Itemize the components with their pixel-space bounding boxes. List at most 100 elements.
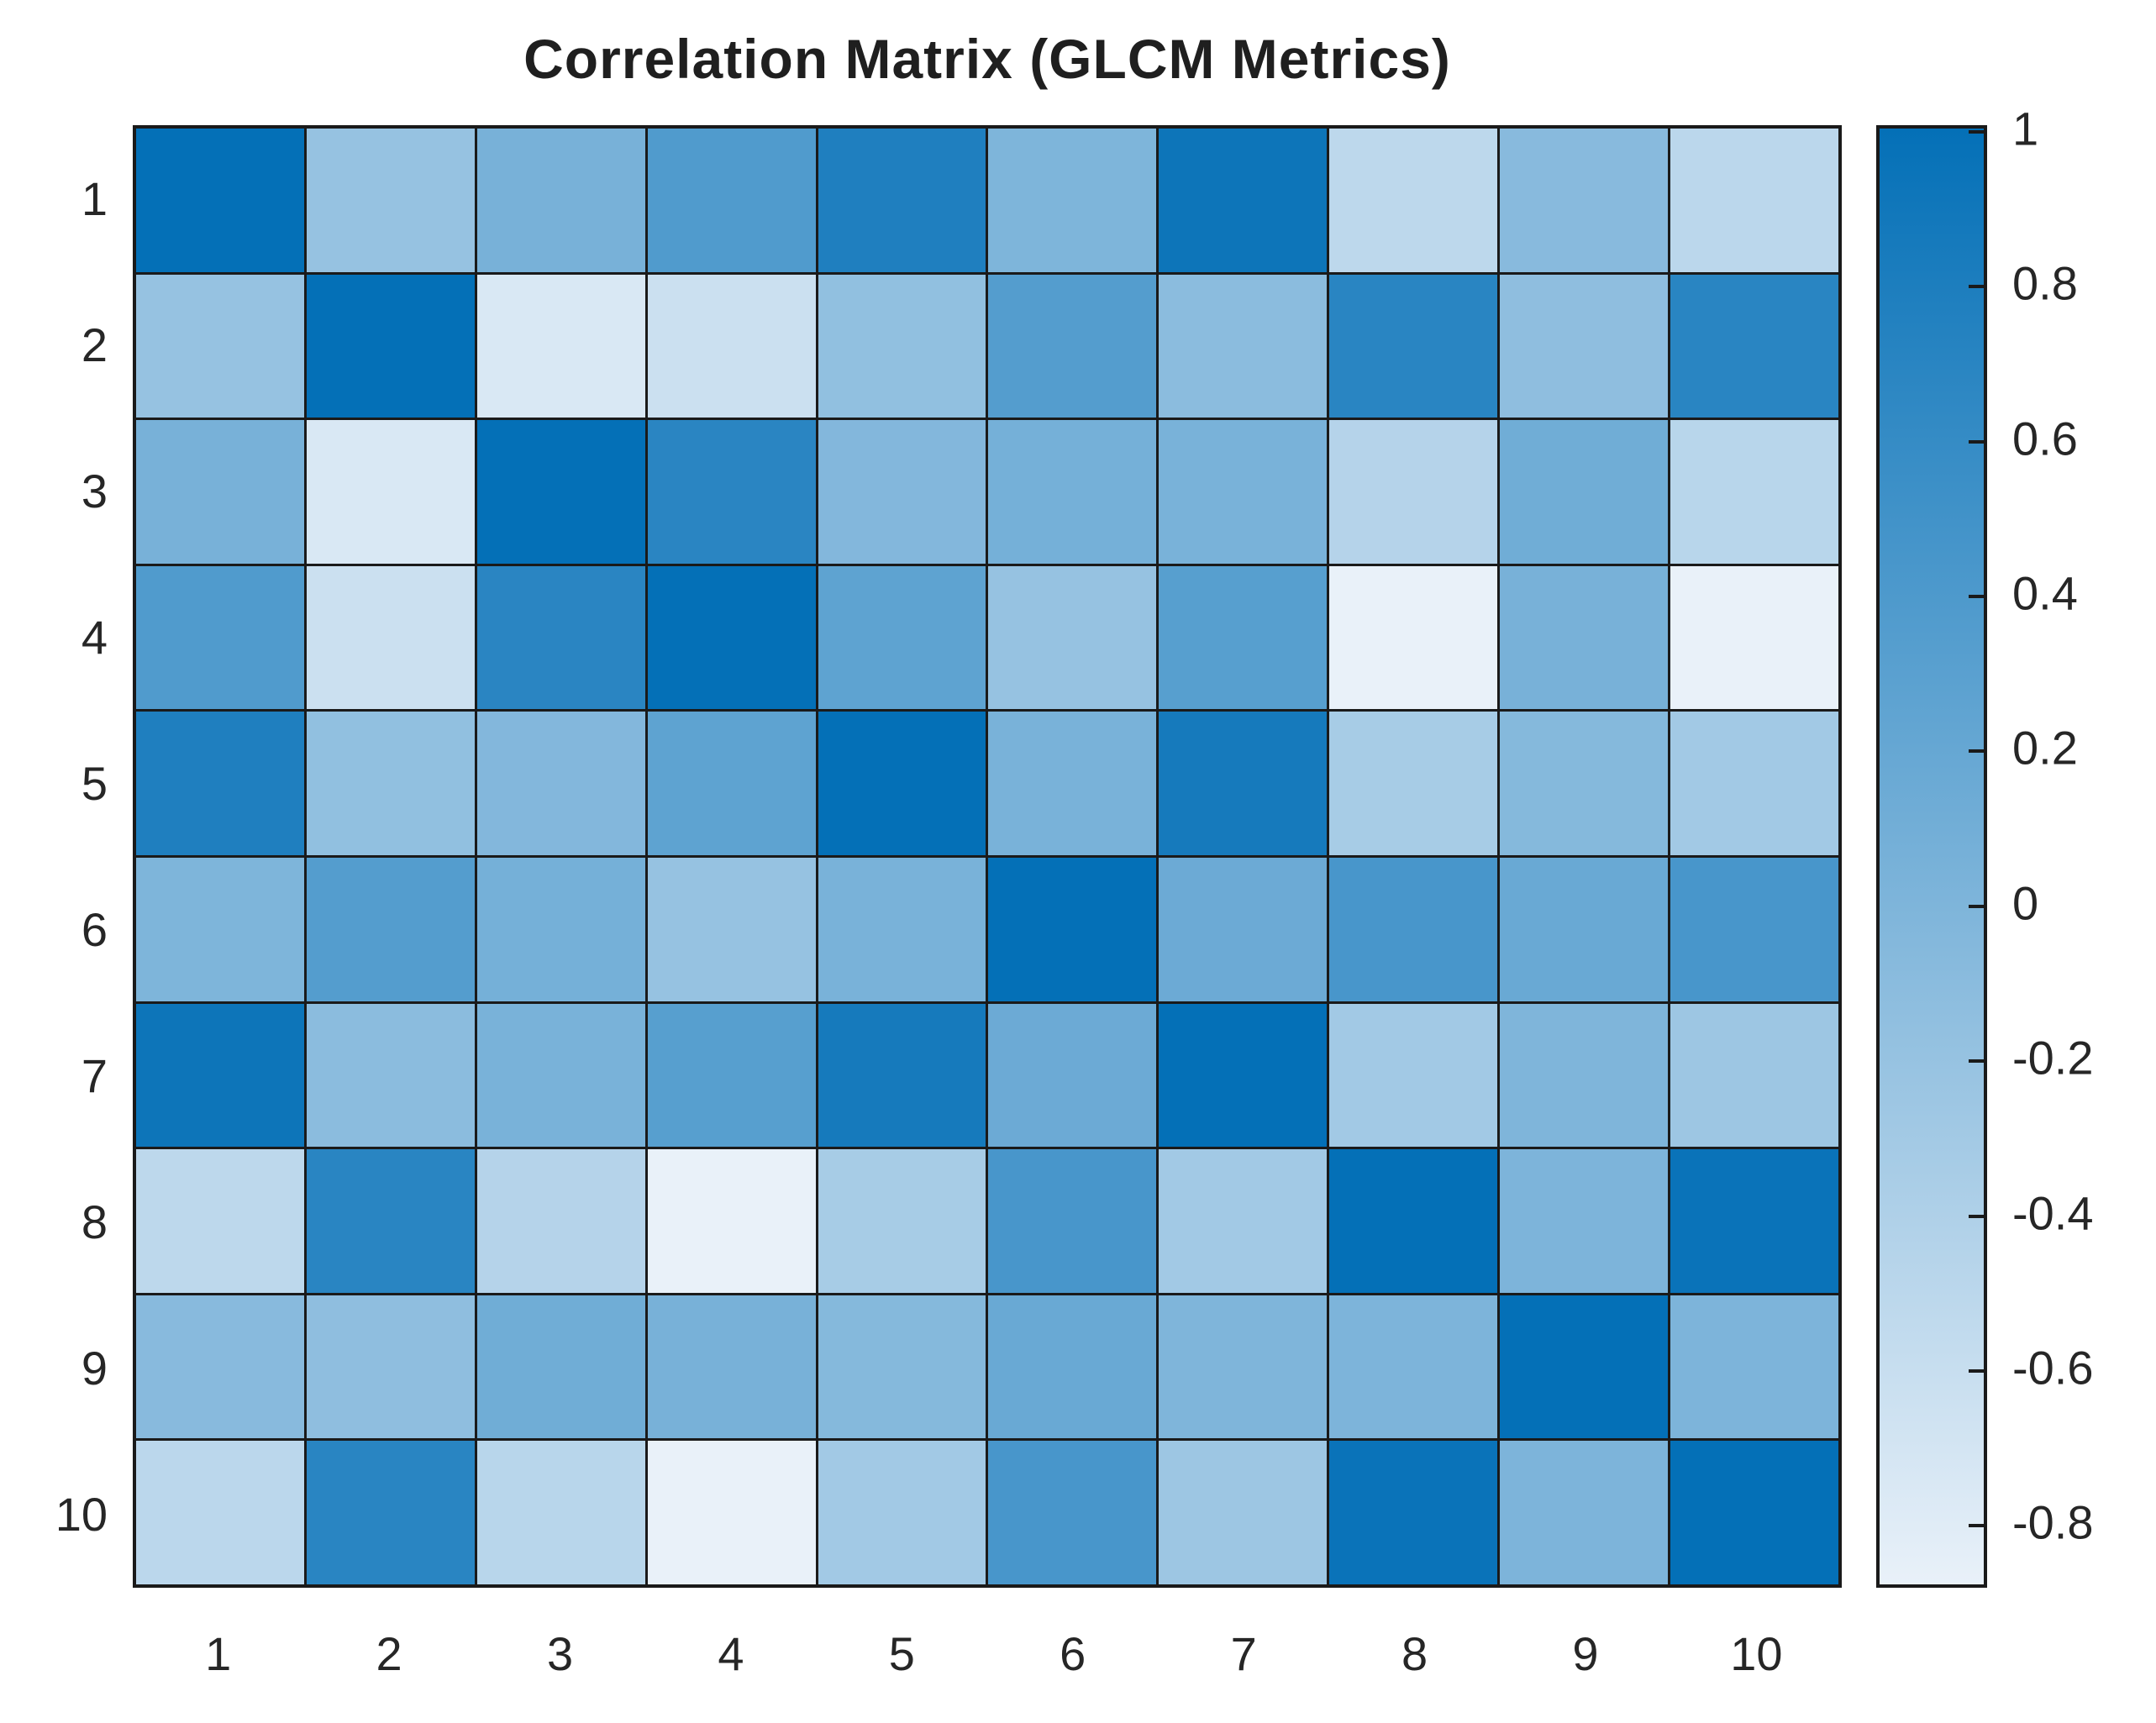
heatmap-grid (133, 125, 1842, 1588)
heatmap-cell (476, 1295, 645, 1439)
heatmap-cell (1670, 274, 1838, 418)
heatmap-cell (136, 1003, 304, 1148)
colorbar-tick-label: -0.8 (2012, 1495, 2094, 1549)
chart-title: Correlation Matrix (GLCM Metrics) (523, 28, 1451, 90)
colorbar-tick-label: 1 (2012, 102, 2039, 155)
y-tick-label: 2 (81, 318, 108, 371)
colorbar-tick-mark (1969, 749, 1984, 754)
heatmap-cell (647, 1149, 816, 1293)
heatmap-cell (306, 858, 475, 1001)
colorbar-tick-label: 0.8 (2012, 256, 2078, 310)
heatmap-cell (818, 858, 986, 1001)
colorbar-tick-mark (1969, 1214, 1984, 1218)
heatmap-cell (306, 565, 475, 710)
heatmap-cell (306, 274, 475, 418)
heatmap-cell (1329, 1441, 1498, 1584)
heatmap-cell (306, 1295, 475, 1439)
y-tick-label: 8 (81, 1195, 108, 1249)
heatmap-cell (988, 1149, 1157, 1293)
x-tick-label: 10 (1730, 1626, 1783, 1680)
y-tick-label: 1 (81, 171, 108, 225)
heatmap-cell (476, 565, 645, 710)
x-tick-label: 2 (376, 1626, 402, 1680)
heatmap-cell (1329, 858, 1498, 1001)
colorbar-tick-label: -0.4 (2012, 1186, 2094, 1240)
heatmap-cell (1500, 1003, 1669, 1148)
heatmap-cell (1329, 129, 1498, 272)
heatmap-cell (1670, 565, 1838, 710)
heatmap-cell (1670, 1295, 1838, 1439)
colorbar-tick-label: 0.2 (2012, 721, 2078, 775)
y-tick-label: 9 (81, 1342, 108, 1395)
heatmap-cell (136, 858, 304, 1001)
x-tick-label: 7 (1230, 1626, 1257, 1680)
heatmap-cell (1329, 274, 1498, 418)
heatmap-cell (818, 1003, 986, 1148)
heatmap-cell (476, 858, 645, 1001)
heatmap-cell (1670, 420, 1838, 564)
y-tick-label: 6 (81, 903, 108, 957)
colorbar-tick-mark (1969, 439, 1984, 444)
heatmap-cell (476, 1149, 645, 1293)
heatmap-cell (647, 420, 816, 564)
heatmap-cell (818, 420, 986, 564)
heatmap-cell (988, 858, 1157, 1001)
heatmap-cell (647, 565, 816, 710)
heatmap-cell (988, 1295, 1157, 1439)
heatmap-cell (1159, 1441, 1328, 1584)
x-tick-label: 8 (1401, 1626, 1428, 1680)
heatmap-cell (818, 1295, 986, 1439)
heatmap-cell (1670, 1441, 1838, 1584)
heatmap-cell (647, 1295, 816, 1439)
x-tick-label: 5 (888, 1626, 915, 1680)
heatmap-cell (476, 274, 645, 418)
heatmap-cell (1500, 1441, 1669, 1584)
heatmap-cell (988, 712, 1157, 855)
heatmap-cell (136, 1295, 304, 1439)
heatmap-cell (647, 858, 816, 1001)
heatmap-cell (1329, 1149, 1498, 1293)
x-axis: 1 2 3 4 5 6 7 8 9 10 (133, 1611, 1842, 1695)
x-tick-label: 1 (205, 1626, 232, 1680)
heatmap-cell (988, 129, 1157, 272)
heatmap-cell (306, 420, 475, 564)
colorbar-tick-mark (1969, 1059, 1984, 1064)
heatmap-cell (1670, 712, 1838, 855)
heatmap-cell (1670, 1003, 1838, 1148)
heatmap-cell (1500, 1295, 1669, 1439)
heatmap-cell (1500, 565, 1669, 710)
y-tick-label: 5 (81, 756, 108, 810)
heatmap-cell (1500, 712, 1669, 855)
heatmap-cell (476, 1003, 645, 1148)
colorbar-tick-mark (1969, 1524, 1984, 1528)
colorbar-gradient (1880, 129, 1984, 1584)
heatmap-cell (136, 1149, 304, 1293)
heatmap-cell (818, 274, 986, 418)
heatmap-cell (1329, 565, 1498, 710)
y-tick-label: 3 (81, 464, 108, 517)
heatmap-cell (1159, 129, 1328, 272)
heatmap-cell (476, 420, 645, 564)
colorbar-tick-label: -0.2 (2012, 1031, 2094, 1085)
heatmap-cell (988, 1003, 1157, 1148)
x-tick-label: 6 (1060, 1626, 1086, 1680)
heatmap-cell (136, 420, 304, 564)
x-tick-label: 3 (546, 1626, 574, 1680)
heatmap-cell (1500, 858, 1669, 1001)
y-axis: 1 2 3 4 5 6 7 8 9 10 (0, 125, 108, 1588)
heatmap-cell (306, 1003, 475, 1148)
heatmap-cell (136, 712, 304, 855)
heatmap-cell (647, 1003, 816, 1148)
heatmap-cell (1159, 420, 1328, 564)
heatmap-cell (988, 1441, 1157, 1584)
x-tick-label: 4 (718, 1626, 744, 1680)
y-tick-label: 10 (55, 1488, 108, 1542)
heatmap-cell (647, 129, 816, 272)
heatmap-cell (476, 1441, 645, 1584)
heatmap-cell (1159, 1003, 1328, 1148)
heatmap-cell (306, 129, 475, 272)
heatmap-cell (306, 1149, 475, 1293)
colorbar-tick-mark (1969, 130, 1984, 134)
heatmap-cell (1670, 1149, 1838, 1293)
